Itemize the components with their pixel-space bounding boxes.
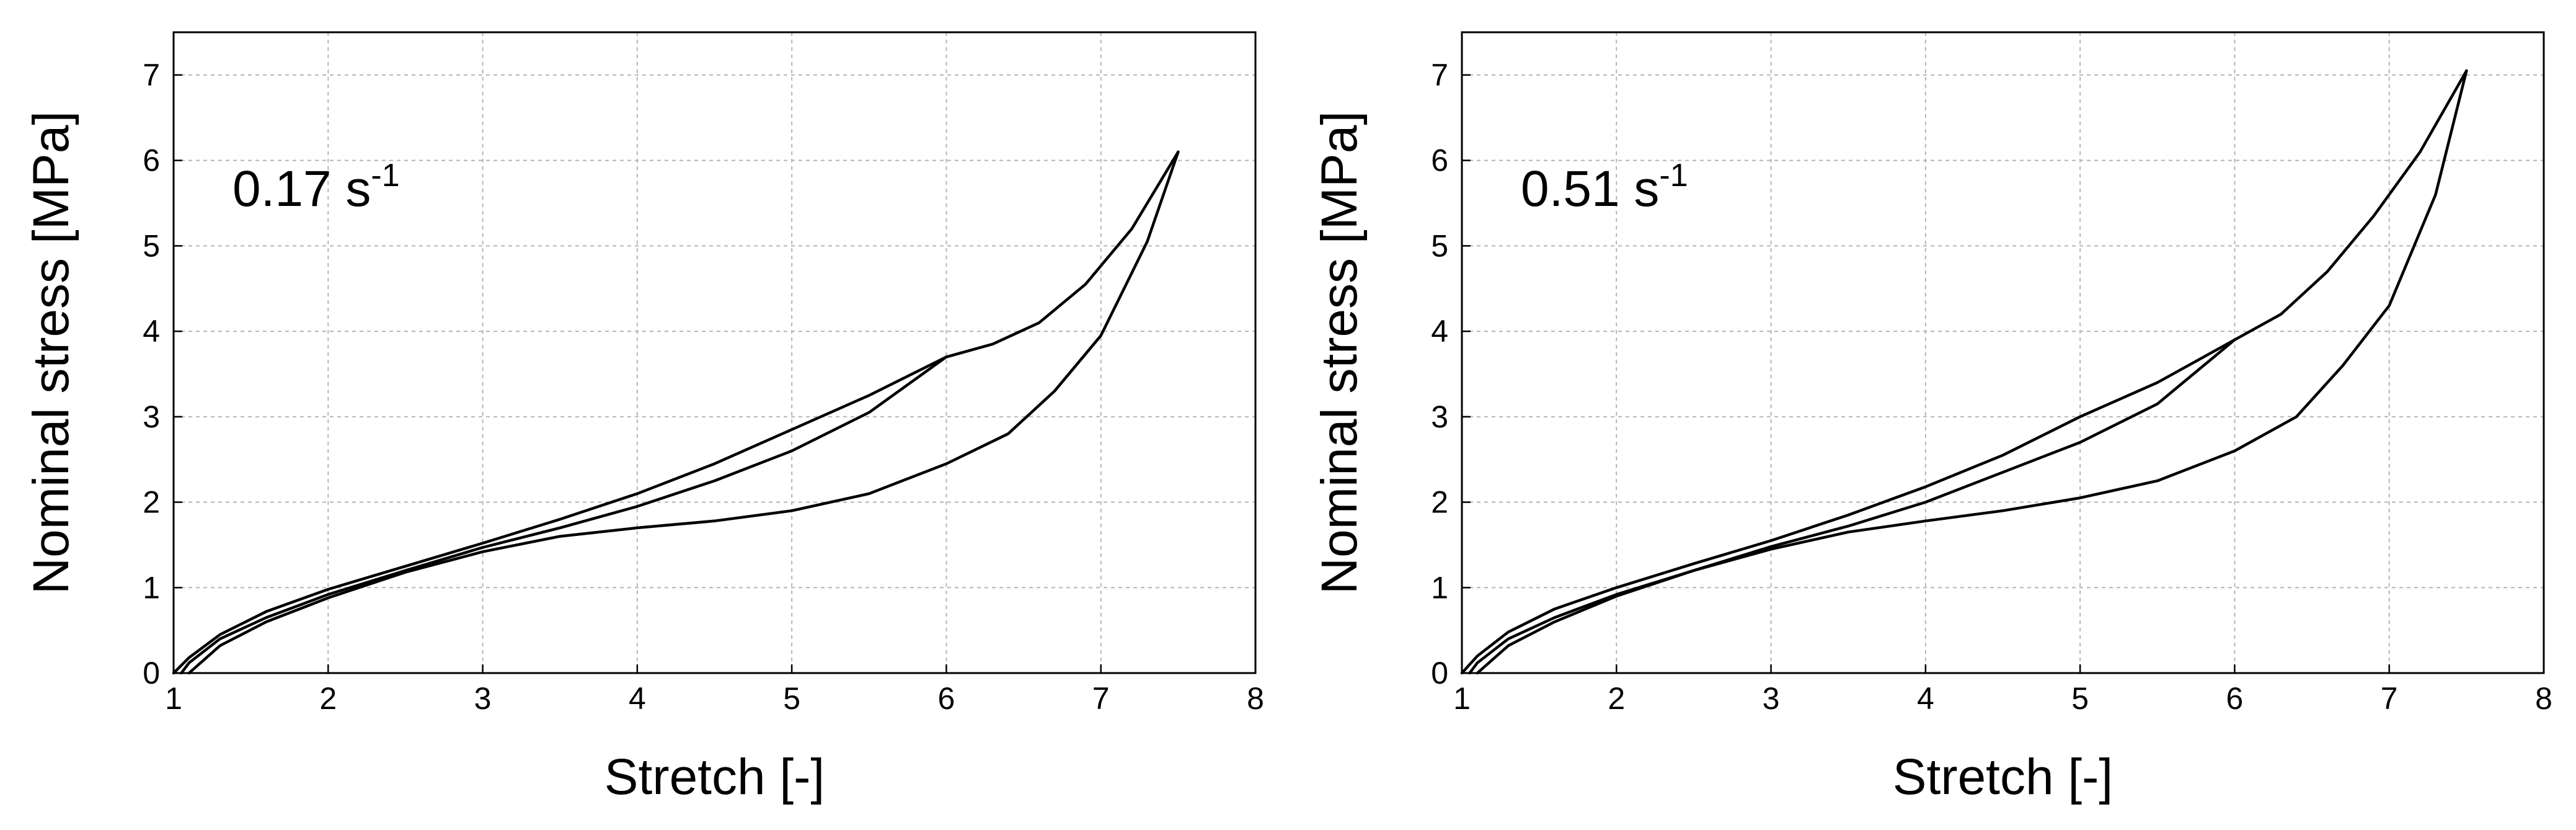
chart-left: 1 2 3 4 5 6 7 8 0 1 2 3 4 5 6 7 Stretch [-] Nominal stres… xyxy=(23,31,1264,805)
x-axis-label: Stretch [-] xyxy=(1893,749,2113,805)
y-tick-label: 6 xyxy=(143,143,160,178)
y-tick-label: 0 xyxy=(143,656,160,690)
rate-exponent: -1 xyxy=(371,158,399,194)
x-tick-label: 8 xyxy=(1247,681,1264,716)
x-tick-label: 5 xyxy=(2071,681,2089,716)
series-line xyxy=(1468,338,2236,675)
series-line xyxy=(180,355,948,675)
x-tick-label: 4 xyxy=(1917,681,1934,716)
x-tick-label: 1 xyxy=(165,681,182,716)
y-tick-label: 1 xyxy=(143,570,160,605)
y-tick-label: 0 xyxy=(1431,656,1448,690)
y-axis-label: Nominal stress [MPa] xyxy=(23,111,79,594)
y-tick-label: 7 xyxy=(143,58,160,92)
series-line xyxy=(945,150,1180,359)
y-axis-label: Nominal stress [MPa] xyxy=(1311,111,1368,594)
rate-annotation: 0.17 s-1 xyxy=(232,158,400,217)
x-tick-label: 5 xyxy=(783,681,800,716)
x-tick-label: 6 xyxy=(938,681,955,716)
x-tick-label: 4 xyxy=(629,681,646,716)
x-tick-label: 2 xyxy=(1608,681,1625,716)
y-tick-label: 1 xyxy=(1431,570,1448,605)
x-tick-label: 6 xyxy=(2226,681,2244,716)
y-tick-label: 4 xyxy=(143,314,160,349)
y-tick-label: 2 xyxy=(143,485,160,520)
y-tick-label: 3 xyxy=(143,399,160,434)
y-tick-label: 6 xyxy=(1431,143,1448,178)
grid xyxy=(174,32,1255,673)
series-line xyxy=(187,150,1180,675)
series-line xyxy=(172,355,948,675)
series-line xyxy=(2233,69,2468,342)
series-line xyxy=(1476,69,2468,675)
x-tick-label: 8 xyxy=(2535,681,2552,716)
rate-value: 0.17 s xyxy=(232,161,371,217)
rate-value: 0.51 s xyxy=(1521,161,1659,217)
x-tick-label: 7 xyxy=(1092,681,1110,716)
y-tick-label: 5 xyxy=(1431,228,1448,263)
x-axis-label: Stretch [-] xyxy=(604,749,825,805)
series-line xyxy=(1460,338,2236,675)
y-tick-label: 5 xyxy=(143,228,160,263)
y-tick-label: 7 xyxy=(1431,58,1448,92)
x-tick-label: 3 xyxy=(1763,681,1780,716)
y-tick-label: 3 xyxy=(1431,399,1448,434)
x-tick-label: 2 xyxy=(319,681,337,716)
rate-exponent: -1 xyxy=(1659,158,1688,194)
y-tick-label: 2 xyxy=(1431,485,1448,520)
x-tick-label: 1 xyxy=(1453,681,1471,716)
plot-frame xyxy=(172,31,1257,674)
chart-right: 1 2 3 4 5 6 7 8 0 1 2 3 4 5 6 7 Stretch [-] Nominal stres… xyxy=(1288,0,2576,830)
x-tick-label: 7 xyxy=(2381,681,2398,716)
grid xyxy=(1462,32,2544,673)
x-tick-label: 3 xyxy=(474,681,492,716)
plot-frame xyxy=(1461,31,2545,674)
y-tick-label: 4 xyxy=(1431,314,1448,349)
rate-annotation: 0.51 s-1 xyxy=(1521,158,1688,217)
